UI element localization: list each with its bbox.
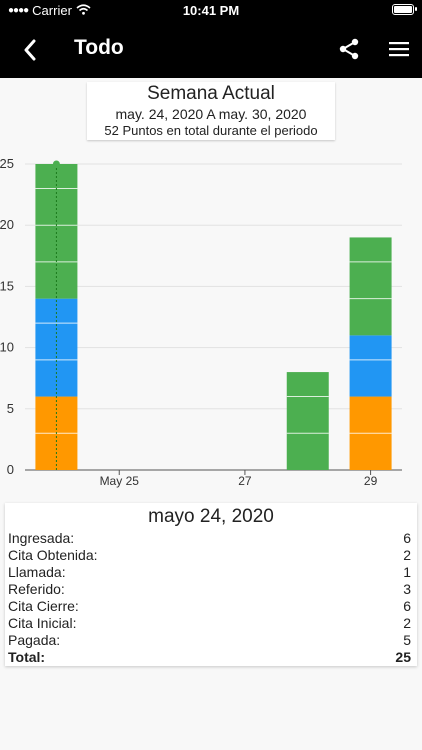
battery-icon — [392, 4, 417, 15]
detail-row-value: 2 — [403, 547, 411, 563]
detail-row-value: 2 — [403, 615, 411, 631]
detail-total-row: Total: 25 — [5, 649, 417, 666]
stacked-bar-chart[interactable]: 0 5 10 15 20 25 May 25 27 29 — [0, 150, 422, 495]
signal-dots: ●●●● — [8, 5, 29, 16]
period-date-range: may. 24, 2020 A may. 30, 2020 — [115, 106, 307, 122]
nav-bar: Todo — [0, 22, 422, 78]
detail-row-label: Referido: — [8, 581, 65, 597]
detail-row: Pagada: 5 — [5, 632, 417, 649]
detail-row: Cita Cierre: 6 — [5, 598, 417, 615]
back-button[interactable] — [14, 34, 46, 66]
detail-row: Llamada: 1 — [5, 564, 417, 581]
detail-row: Cita Inicial: 2 — [5, 615, 417, 632]
status-time: 10:41 PM — [182, 3, 240, 18]
y-tick-label: 5 — [7, 401, 14, 416]
detail-total-label: Total: — [8, 649, 46, 665]
period-title: Semana Actual — [147, 83, 275, 104]
detail-row: Ingresada: 6 — [5, 530, 417, 547]
highlight-point — [52, 160, 60, 168]
page-title: Todo — [74, 36, 124, 59]
share-icon — [339, 38, 359, 60]
status-bar: ●●●● Carrier 10:41 PM — [0, 0, 422, 22]
detail-row-value: 1 — [403, 564, 411, 580]
detail-row-label: Cita Obtenida: — [8, 547, 98, 563]
y-tick-label: 20 — [0, 217, 14, 232]
detail-row-value: 5 — [403, 632, 411, 648]
y-tick-label: 10 — [0, 340, 14, 355]
detail-row: Referido: 3 — [5, 581, 417, 598]
detail-total-value: 25 — [395, 649, 411, 665]
menu-button[interactable] — [384, 34, 414, 64]
detail-row-label: Cita Cierre: — [8, 598, 79, 614]
y-tick-label: 25 — [0, 156, 14, 171]
detail-row: Cita Obtenida: 2 — [5, 547, 417, 564]
share-button[interactable] — [334, 34, 364, 64]
detail-row-label: Llamada: — [8, 564, 66, 580]
hamburger-menu-icon — [389, 42, 409, 57]
period-summary-card: Semana Actual may. 24, 2020 A may. 30, 2… — [87, 82, 335, 140]
bar-segment — [349, 237, 392, 336]
day-detail-card: mayo 24, 2020 Ingresada: 6 Cita Obtenida: 2… — [5, 503, 417, 666]
period-total: 52 Puntos en total durante el periodo — [104, 123, 318, 138]
y-tick-label: 15 — [0, 278, 14, 293]
detail-row-label: Pagada: — [8, 632, 61, 648]
detail-row-value: 3 — [403, 581, 411, 597]
detail-row-label: Cita Inicial: — [8, 615, 77, 631]
y-tick-label: 0 — [7, 462, 14, 477]
detail-row-value: 6 — [403, 530, 411, 546]
carrier-info: ●●●● Carrier — [8, 3, 91, 18]
detail-row-label: Ingresada: — [8, 530, 75, 546]
bar-segment — [349, 335, 392, 397]
detail-date-title: mayo 24, 2020 — [148, 506, 274, 527]
x-tick-label: May 25 — [100, 474, 140, 488]
carrier-label: Carrier — [32, 3, 72, 18]
x-tick-label: 29 — [364, 474, 378, 488]
detail-row-value: 6 — [403, 598, 411, 614]
x-tick-label: 27 — [238, 474, 252, 488]
wifi-icon — [76, 3, 91, 18]
bar-segment — [286, 372, 329, 470]
chevron-left-icon — [24, 39, 36, 61]
